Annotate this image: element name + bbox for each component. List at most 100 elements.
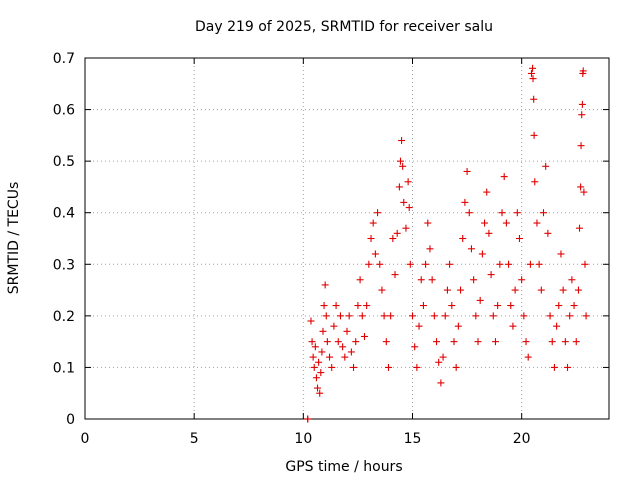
data-point: [485, 229, 493, 237]
data-point: [384, 363, 392, 371]
data-point: [509, 322, 517, 330]
data-point: [319, 327, 327, 335]
data-point: [399, 162, 407, 170]
data-point: [452, 363, 460, 371]
data-point: [314, 384, 322, 392]
data-point: [404, 178, 412, 186]
data-point: [363, 302, 371, 310]
data-point: [457, 286, 465, 294]
data-point: [505, 260, 513, 268]
data-point: [491, 338, 499, 346]
data-point: [398, 137, 406, 145]
data-point: [315, 358, 323, 366]
x-tick-label: 15: [404, 431, 422, 447]
data-point: [557, 250, 565, 258]
data-point: [330, 322, 338, 330]
data-point: [354, 302, 362, 310]
data-point: [559, 286, 567, 294]
data-point: [380, 312, 388, 320]
data-point: [579, 67, 587, 75]
data-point: [520, 312, 528, 320]
data-point: [496, 260, 504, 268]
data-point: [577, 142, 585, 150]
data-point: [367, 235, 375, 242]
data-point: [415, 322, 423, 330]
data-point: [511, 286, 519, 294]
data-point: [577, 183, 585, 191]
data-point: [527, 69, 535, 77]
data-point: [578, 111, 586, 119]
data-point: [465, 209, 473, 217]
data-point: [518, 276, 526, 284]
data-point: [413, 363, 421, 371]
data-point: [341, 353, 349, 361]
data-point: [396, 157, 404, 165]
data-point: [494, 302, 502, 310]
data-point: [433, 338, 441, 346]
data-point: [443, 286, 451, 294]
data-point: [371, 250, 379, 258]
data-point: [578, 100, 586, 108]
data-point: [334, 338, 342, 346]
data-point: [568, 276, 576, 284]
data-point: [572, 338, 580, 346]
data-point: [382, 338, 390, 346]
data-point: [310, 363, 318, 371]
data-point: [323, 338, 331, 346]
grid: [85, 58, 609, 419]
data-point: [500, 173, 508, 181]
data-point: [389, 235, 397, 242]
data-point: [489, 312, 497, 320]
x-tick-label: 10: [294, 431, 312, 447]
data-point: [566, 312, 574, 320]
data-point: [308, 338, 316, 346]
data-point: [533, 219, 541, 227]
data-point: [474, 338, 482, 346]
data-points: [304, 64, 590, 423]
data-point: [376, 260, 384, 268]
data-point: [448, 302, 456, 310]
y-tick-label: 0.3: [53, 257, 75, 273]
data-point: [540, 209, 547, 217]
data-point: [435, 358, 443, 366]
data-point: [531, 178, 539, 186]
y-tick-label: 0: [66, 412, 75, 428]
data-point: [478, 250, 486, 258]
data-point: [441, 312, 449, 320]
x-tick-label: 20: [513, 431, 531, 447]
data-point: [360, 332, 368, 340]
data-point: [476, 296, 484, 304]
data-point: [581, 260, 589, 268]
data-point: [424, 219, 432, 227]
data-point: [309, 353, 317, 361]
data-point: [347, 348, 355, 356]
data-point: [529, 75, 537, 83]
data-point: [369, 219, 377, 227]
data-point: [358, 312, 366, 320]
data-point: [311, 343, 319, 351]
data-point: [498, 209, 506, 217]
data-point: [350, 363, 358, 371]
data-point: [530, 131, 538, 139]
data-point: [550, 363, 558, 371]
data-point: [546, 312, 554, 320]
data-point: [417, 276, 425, 284]
data-point: [467, 245, 475, 253]
y-tick-label: 0.4: [53, 206, 75, 222]
data-point: [582, 312, 590, 320]
x-axis-title: GPS time / hours: [285, 459, 402, 475]
data-point: [378, 286, 386, 294]
data-point: [400, 198, 408, 206]
data-point: [430, 312, 438, 320]
chart-title: Day 219 of 2025, SRMTID for receiver sal…: [195, 19, 493, 35]
data-point: [393, 229, 401, 237]
data-point: [555, 302, 563, 310]
data-point: [402, 224, 410, 232]
data-point: [526, 260, 534, 268]
data-point: [513, 209, 521, 217]
data-point: [522, 338, 530, 346]
data-point: [365, 260, 373, 268]
data-point: [561, 338, 569, 346]
y-tick-label: 0.2: [53, 309, 75, 325]
axis-ticks: 0 0.1 0.2 0.3 0.4 0.5 0.6 0.7 0 5 10 15 20: [53, 51, 609, 447]
